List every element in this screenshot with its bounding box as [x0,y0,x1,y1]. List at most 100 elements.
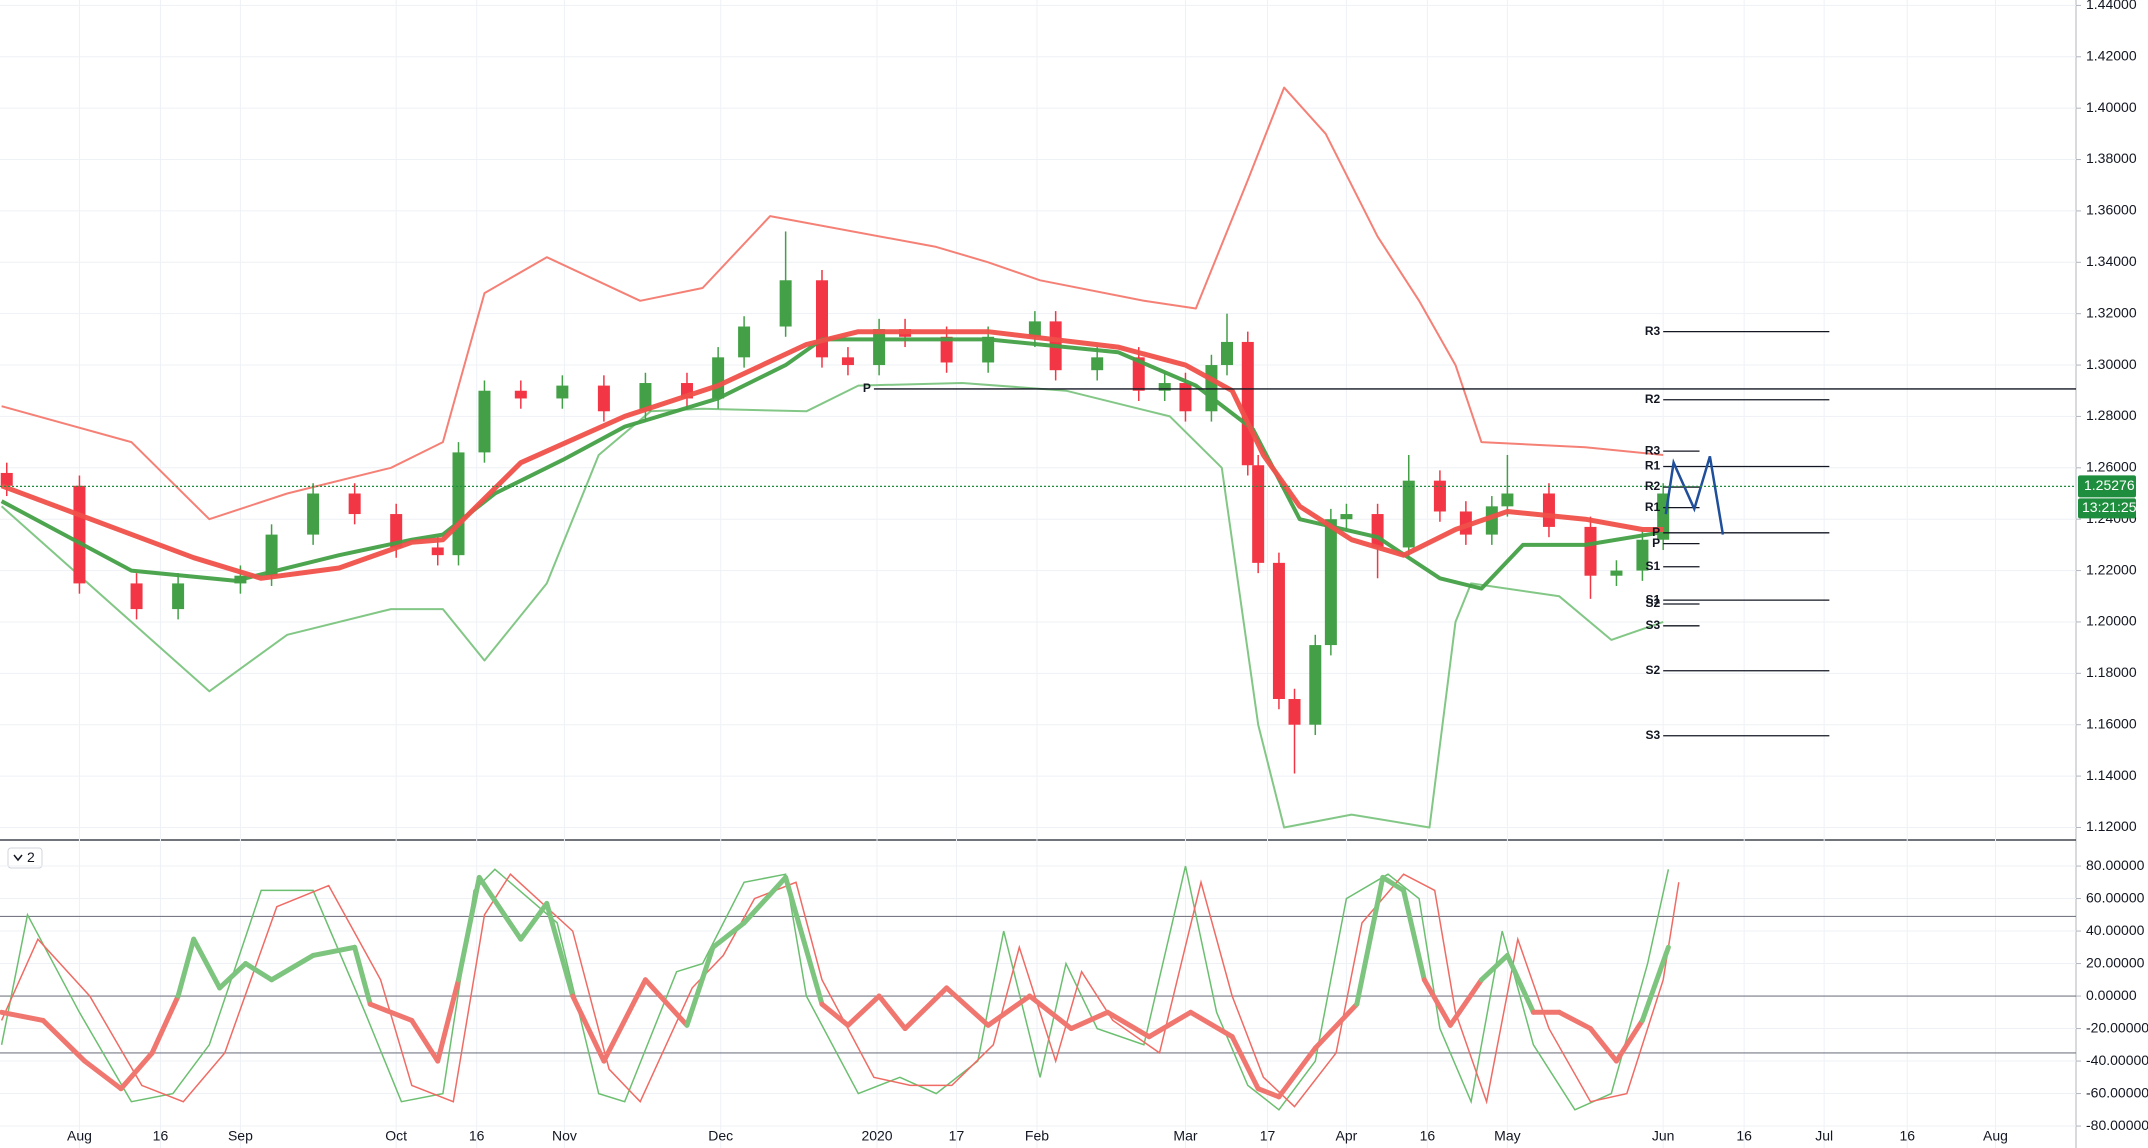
pivot-label: S1 [1646,559,1661,573]
last-price-box [2078,475,2136,498]
oscillator-segment [819,1001,851,1028]
y-tick-label: 80.00000 [2086,857,2145,873]
candle-body [307,493,320,535]
oscillator-segment [217,961,249,991]
countdown-label: 13:21:25 [2082,499,2137,515]
oscillator-segment [476,874,524,942]
oscillator-segment [985,993,1033,1028]
pane-legend-box[interactable] [7,847,43,869]
pivot-label: R1 [1645,500,1661,514]
pivot-label: S2 [1646,663,1661,677]
candle-body [514,390,527,399]
candle-body [1221,341,1234,366]
pivot-label: S1 [1646,592,1661,606]
oscillator-segment [1401,887,1427,983]
y-tick-label: 40.00000 [2086,922,2145,938]
candle-body [478,390,491,453]
y-tick-label: 1.14000 [2086,767,2137,783]
oscillator-segment [642,977,690,1028]
candle-body [639,383,652,412]
candle-body [0,472,13,486]
x-tick-label: Jul [1815,1128,1833,1144]
x-tick-label: Aug [1983,1128,2008,1144]
candle-body [1091,357,1104,371]
x-tick-label: Aug [67,1128,92,1144]
candle-body [348,493,361,515]
indicator-line [0,329,1664,581]
candle-body [940,336,953,363]
candle-body [452,452,465,556]
y-tick-label: 1.36000 [2086,202,2137,218]
candle-body [815,280,828,358]
x-tick-label: Nov [552,1128,577,1144]
y-tick-label: 1.32000 [2086,304,2137,320]
x-tick-label: Dec [708,1128,733,1144]
oscillator-segment [570,993,607,1064]
oscillator-segment [310,944,358,958]
candle-body [1205,365,1218,412]
candle-body [1340,514,1353,520]
x-tick-label: May [1494,1128,1520,1144]
y-tick-label: 1.28000 [2086,407,2137,423]
y-tick-label: 1.26000 [2086,459,2137,475]
y-tick-label: -20.00000 [2086,1019,2148,1035]
candle-body [738,326,751,358]
y-tick-label: 0.00000 [2086,987,2137,1003]
oscillator-segment [435,977,462,1064]
y-tick-label: 1.38000 [2086,150,2137,166]
candle-body [597,385,610,412]
indicator-line [1,86,1664,521]
candle-body [873,329,886,366]
candle-body [1402,480,1415,548]
y-tick-label: 1.16000 [2086,715,2137,731]
oscillator-segment [1188,1009,1235,1040]
pane-legend[interactable]: 2 [7,847,43,869]
candle-body [1028,321,1041,337]
candle-body [841,357,854,366]
x-tick-label: Oct [385,1128,407,1144]
oscillator-segment [1504,952,1536,1015]
oscillator-segment [1447,977,1484,1028]
oscillator-segment [1587,1026,1619,1064]
oscillator-segment [944,985,991,1028]
pivot-label: P [1652,525,1660,539]
last-price-label: 1.25276 [2084,477,2135,493]
candle-body [1433,480,1446,512]
y-tick-label: 1.22000 [2086,561,2137,577]
oscillator-segment [902,985,950,1032]
oscillator-segment [149,993,181,1056]
candle-body [1272,562,1285,700]
chevron-icon[interactable] [13,854,23,862]
body-layer [0,231,1680,1111]
pivot-label: P [863,381,871,395]
oscillator-segment [40,1017,88,1064]
oscillator-segment [741,874,789,926]
countdown-box [2078,498,2136,519]
candle-body [1324,519,1337,646]
x-tick-label: 16 [1736,1128,1752,1144]
x-tick-label: 16 [1420,1128,1436,1144]
candle-body [1309,645,1322,725]
x-tick-label: 17 [949,1128,965,1144]
x-tick-label: Mar [1173,1128,1197,1144]
oscillator-segment [1146,1009,1194,1040]
y-tick-label: -80.00000 [2086,1117,2148,1133]
oscillator-segment [175,936,197,999]
candle-body [1252,465,1265,563]
oscillator-segment [243,961,275,983]
candle-body [73,485,86,584]
x-tick-label: 16 [153,1128,169,1144]
y-tick-label: 1.42000 [2086,47,2137,63]
pivot-label: R2 [1645,479,1661,493]
oscillator-segment [518,900,550,942]
candle-body [1584,526,1597,576]
candle-body [390,514,403,548]
y-tick-label: 1.12000 [2086,818,2137,834]
oscillator-segment [0,1009,46,1023]
pane-label: 2 [27,849,35,865]
candle-body [1288,699,1301,725]
oscillator-segment [1276,1045,1318,1100]
